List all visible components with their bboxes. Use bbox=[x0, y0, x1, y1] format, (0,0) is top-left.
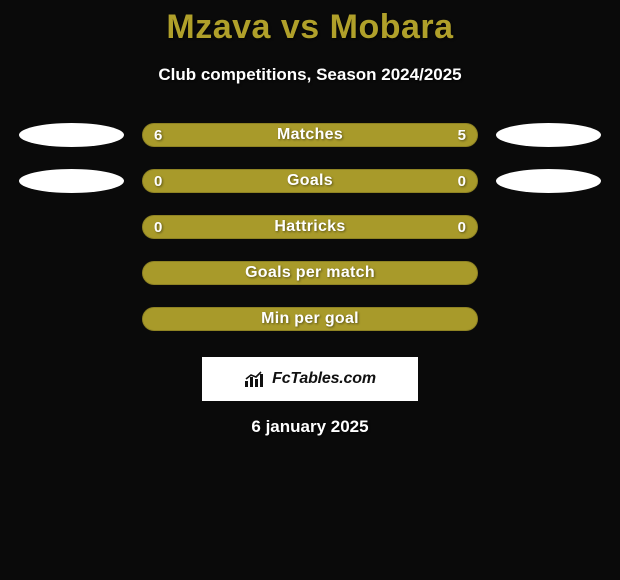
stats-container: 6 Matches 5 0 Goals 0 0 Hattricks 0 Goals per mat… bbox=[0, 123, 620, 331]
stat-label: Min per goal bbox=[261, 310, 359, 328]
page-subtitle: Club competitions, Season 2024/2025 bbox=[0, 65, 620, 85]
stat-bar: 0 Goals 0 bbox=[142, 169, 478, 193]
stat-left-value: 6 bbox=[154, 123, 162, 147]
stat-right-value: 5 bbox=[458, 123, 466, 147]
right-pill bbox=[496, 123, 601, 147]
stat-bar: 0 Hattricks 0 bbox=[142, 215, 478, 239]
source-logo: FcTables.com bbox=[202, 357, 418, 401]
stat-row: Min per goal bbox=[0, 307, 620, 331]
stat-label: Goals bbox=[287, 172, 333, 190]
footer-date: 6 january 2025 bbox=[0, 417, 620, 437]
stat-bar: Goals per match bbox=[142, 261, 478, 285]
stat-label: Goals per match bbox=[245, 264, 375, 282]
stat-left-value: 0 bbox=[154, 215, 162, 239]
stat-row: Goals per match bbox=[0, 261, 620, 285]
page-title: Mzava vs Mobara bbox=[0, 0, 620, 47]
stat-right-value: 0 bbox=[458, 169, 466, 193]
stat-row: 6 Matches 5 bbox=[0, 123, 620, 147]
stat-left-value: 0 bbox=[154, 169, 162, 193]
stat-label: Hattricks bbox=[274, 218, 345, 236]
logo-text: FcTables.com bbox=[272, 370, 376, 388]
stat-row: 0 Hattricks 0 bbox=[0, 215, 620, 239]
stat-label: Matches bbox=[277, 126, 343, 144]
right-pill bbox=[496, 169, 601, 193]
stat-bar: Min per goal bbox=[142, 307, 478, 331]
stat-row: 0 Goals 0 bbox=[0, 169, 620, 193]
stat-right-value: 0 bbox=[458, 215, 466, 239]
stat-bar: 6 Matches 5 bbox=[142, 123, 478, 147]
left-pill bbox=[19, 123, 124, 147]
left-pill bbox=[19, 169, 124, 193]
chart-icon bbox=[244, 370, 266, 388]
